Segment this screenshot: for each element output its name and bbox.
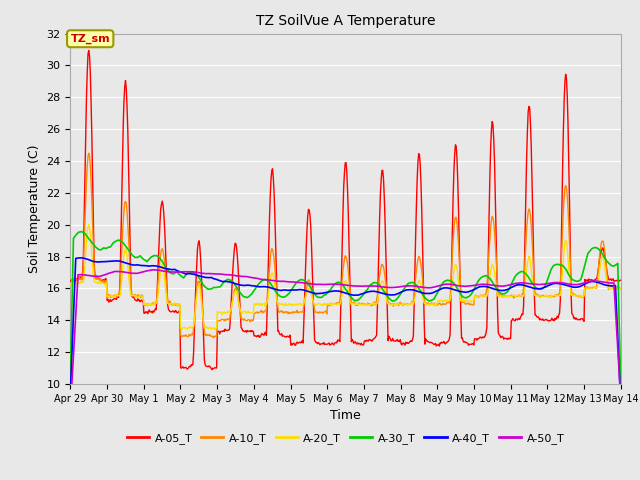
Y-axis label: Soil Temperature (C): Soil Temperature (C) [28, 144, 41, 273]
A-30_T [413, 283, 421, 289]
A-20_T [190, 323, 198, 328]
Text: TZ_sm: TZ_sm [70, 34, 110, 44]
A-30_T [429, 297, 437, 302]
A-50_T [429, 284, 437, 290]
A-20_T [430, 303, 438, 309]
Line: A-10_T: A-10_T [70, 153, 621, 338]
A-20_T [134, 294, 141, 300]
Line: A-20_T: A-20_T [70, 225, 621, 330]
A-40_T [617, 403, 625, 408]
A-30_T [617, 384, 625, 390]
A-05_T [67, 278, 74, 284]
A-50_T [77, 272, 84, 277]
X-axis label: Time: Time [330, 409, 361, 422]
A-30_T [77, 229, 85, 235]
A-30_T [190, 270, 198, 276]
A-10_T [134, 293, 141, 299]
A-10_T [190, 325, 198, 331]
A-40_T [77, 255, 84, 261]
A-30_T [219, 280, 227, 286]
A-20_T [414, 279, 422, 285]
A-05_T [220, 328, 227, 334]
A-50_T [150, 267, 157, 273]
A-50_T [219, 272, 227, 277]
A-20_T [617, 285, 625, 291]
Title: TZ SoilVue A Temperature: TZ SoilVue A Temperature [256, 14, 435, 28]
A-05_T [134, 296, 141, 301]
A-10_T [210, 335, 218, 341]
A-05_T [430, 341, 438, 347]
A-50_T [190, 269, 198, 275]
Line: A-50_T: A-50_T [70, 270, 621, 409]
Line: A-40_T: A-40_T [70, 258, 621, 406]
A-10_T [77, 276, 84, 281]
A-50_T [133, 270, 141, 276]
A-40_T [413, 288, 421, 294]
A-05_T [414, 159, 422, 165]
Legend: A-05_T, A-10_T, A-20_T, A-30_T, A-40_T, A-50_T: A-05_T, A-10_T, A-20_T, A-30_T, A-40_T, … [122, 429, 569, 448]
A-20_T [77, 280, 84, 286]
A-05_T [77, 275, 84, 281]
A-10_T [67, 277, 74, 283]
A-20_T [211, 327, 219, 333]
A-05_T [85, 48, 93, 53]
A-05_T [208, 367, 216, 372]
A-10_T [414, 256, 422, 262]
A-40_T [134, 262, 141, 268]
A-40_T [77, 255, 85, 261]
A-05_T [617, 277, 625, 283]
A-10_T [220, 317, 227, 323]
A-20_T [85, 222, 93, 228]
A-20_T [220, 310, 227, 316]
A-40_T [190, 271, 198, 277]
A-40_T [429, 289, 437, 295]
Line: A-30_T: A-30_T [70, 232, 621, 387]
Line: A-05_T: A-05_T [70, 50, 621, 370]
A-10_T [617, 286, 625, 292]
A-50_T [617, 397, 625, 403]
A-40_T [67, 389, 74, 395]
A-40_T [219, 279, 227, 285]
A-50_T [67, 407, 74, 412]
A-10_T [430, 300, 438, 306]
A-30_T [67, 373, 74, 379]
A-30_T [134, 254, 141, 260]
A-50_T [413, 284, 421, 289]
A-30_T [77, 229, 84, 235]
A-05_T [190, 348, 198, 354]
A-20_T [67, 282, 74, 288]
A-10_T [85, 150, 93, 156]
